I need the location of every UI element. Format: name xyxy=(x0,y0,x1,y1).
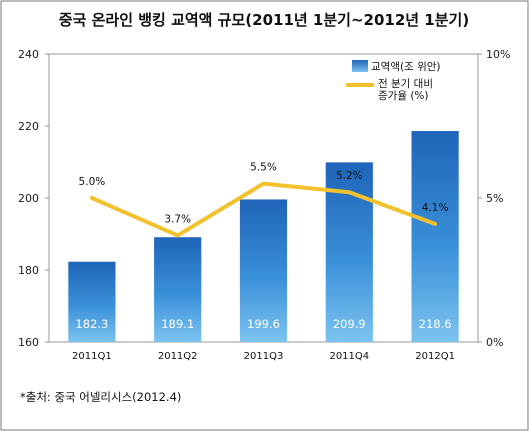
left-tick-label: 160 xyxy=(18,336,39,349)
bar-value-label: 209.9 xyxy=(333,317,366,331)
right-tick-label: 10% xyxy=(486,48,510,61)
bar-value-label: 199.6 xyxy=(247,317,280,331)
left-axis: 160 180 200 220 240 xyxy=(18,48,49,349)
bar-value-label: 218.6 xyxy=(419,317,452,331)
source-note: *출처: 중국 어넬리시스(2012.4) xyxy=(20,390,181,404)
bar-value-label: 182.3 xyxy=(75,317,108,331)
growth-line xyxy=(89,181,438,238)
right-tick-label: 0% xyxy=(486,336,503,349)
legend-line-label-1: 전 분기 대비 xyxy=(378,78,433,90)
left-tick-label: 200 xyxy=(18,192,39,205)
right-axis: 0% 5% 10% xyxy=(478,48,510,349)
category-label: 2011Q4 xyxy=(329,351,369,362)
growth-value-label: 5.5% xyxy=(250,162,277,174)
growth-value-label: 4.1% xyxy=(422,202,449,214)
chart-title: 중국 온라인 뱅킹 교역액 규모(2011년 1분기~2012년 1분기) xyxy=(59,11,469,29)
legend-bar-label: 교역액(조 위안) xyxy=(371,60,441,73)
right-tick-label: 5% xyxy=(486,192,503,205)
growth-value-label: 5.2% xyxy=(336,170,363,182)
left-tick-label: 180 xyxy=(18,264,39,277)
legend: 교역액(조 위안) 전 분기 대비 증가율 (%) xyxy=(346,60,441,102)
category-label: 2012Q1 xyxy=(415,351,455,362)
bar xyxy=(68,261,116,342)
category-label: 2011Q1 xyxy=(72,351,112,362)
line-series: 5.0% 3.7% 5.5% 5.2% 4.1% xyxy=(79,162,449,238)
growth-value-label: 5.0% xyxy=(79,176,106,188)
legend-line-label-2: 증가율 (%) xyxy=(378,90,429,102)
left-tick-label: 220 xyxy=(18,120,39,133)
category-label: 2011Q2 xyxy=(158,351,198,362)
category-label: 2011Q3 xyxy=(244,351,284,362)
bar xyxy=(239,199,288,342)
left-tick-label: 240 xyxy=(18,48,39,61)
bar xyxy=(411,131,459,342)
bar-value-label: 189.1 xyxy=(161,317,194,331)
x-axis: 2011Q1 2011Q2 2011Q3 2011Q4 2012Q1 xyxy=(72,351,455,362)
bar xyxy=(154,237,202,342)
legend-bar-swatch xyxy=(352,60,368,72)
growth-value-label: 3.7% xyxy=(164,213,191,225)
